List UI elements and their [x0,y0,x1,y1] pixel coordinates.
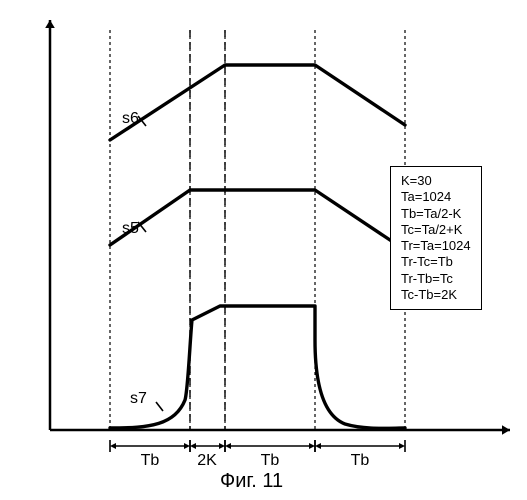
label-s5: s5 [122,220,139,238]
legend-line: Ta=1024 [401,189,471,205]
svg-text:Tb: Tb [351,452,370,469]
legend-line: K=30 [401,173,471,189]
label-s6: s6 [122,110,139,128]
legend-line: Tr=Ta=1024 [401,238,471,254]
chart-container: Tb2KTbTb K=30Ta=1024Tb=Ta/2-KTc=Ta/2+KTr… [10,10,517,490]
svg-text:Tb: Tb [141,452,160,469]
legend-line: Tr-Tc=Tb [401,254,471,270]
figure-caption: Фиг. 11 [220,470,283,493]
svg-text:Tb: Tb [261,452,280,469]
legend-line: Tc-Tb=2K [401,287,471,303]
label-s7: s7 [130,390,147,408]
legend-line: Tr-Tb=Tc [401,271,471,287]
legend-line: Tb=Ta/2-K [401,206,471,222]
legend-box: K=30Ta=1024Tb=Ta/2-KTc=Ta/2+KTr=Ta=1024T… [390,166,482,310]
svg-text:2K: 2K [197,452,217,469]
legend-line: Tc=Ta/2+K [401,222,471,238]
